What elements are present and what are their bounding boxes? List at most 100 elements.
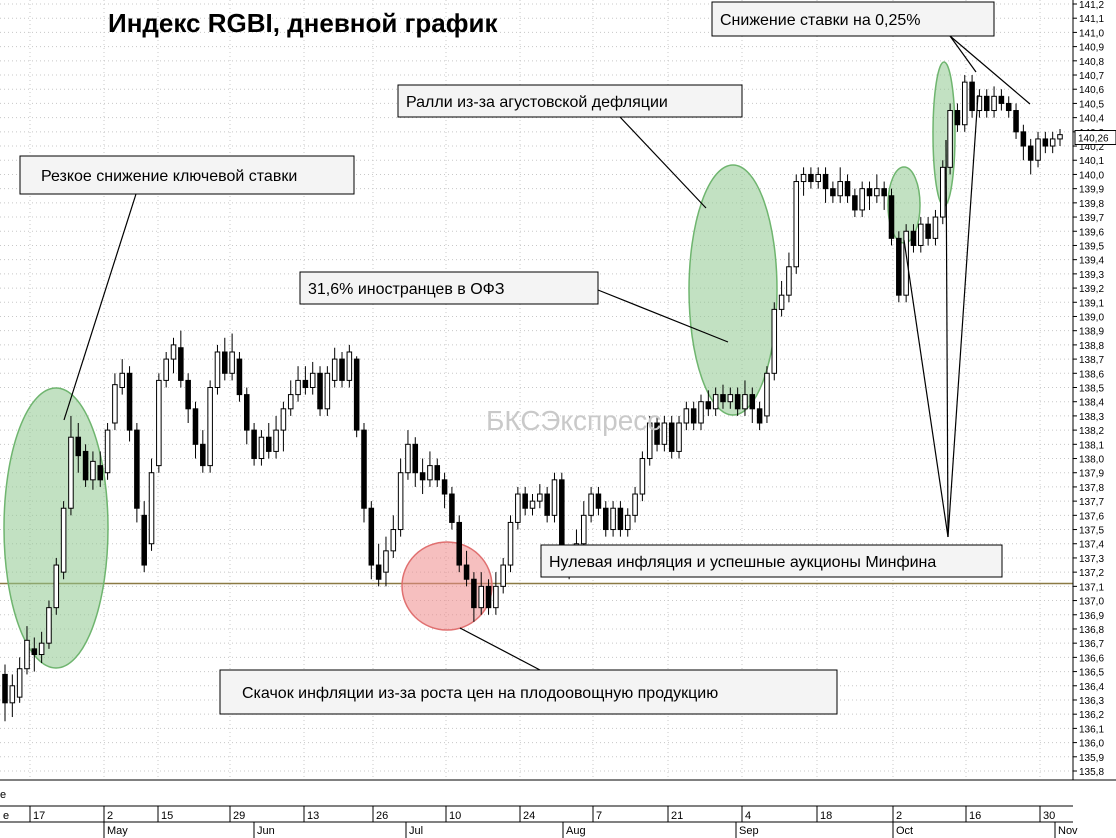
candle-body [441, 479, 448, 495]
candle-body [742, 394, 748, 410]
annotation-leaders [63, 35, 1031, 671]
candle-body [727, 394, 734, 403]
candle-body [265, 436, 272, 452]
candle-body [126, 372, 133, 431]
candle-body [192, 408, 199, 445]
candle-body [75, 436, 82, 457]
candle-body [368, 507, 375, 566]
y-tick-label: 136,0 [1079, 739, 1104, 750]
candle-body [412, 443, 419, 474]
candle-body [749, 394, 756, 410]
y-tick-label: 140,4 [1079, 114, 1104, 125]
annotation-leader [597, 289, 729, 343]
candle-body [16, 668, 23, 698]
x-tick-label: 4 [745, 810, 751, 822]
y-axis: 141,2 141,1 141,0 140,9 140,8 140,7 140,6 140,5… [1072, 0, 1116, 780]
candle-body [537, 493, 543, 502]
y-tick-label: 137,8 [1079, 483, 1104, 494]
y-tick-label: 138,7 [1079, 355, 1104, 366]
y-tick-label: 137,9 [1079, 469, 1104, 480]
candle-body [866, 188, 873, 197]
y-tick-label: 139,2 [1079, 284, 1104, 295]
candle-body [903, 230, 909, 296]
y-tick-label: 136,1 [1079, 724, 1104, 735]
candle-body [646, 422, 653, 460]
candle-body [830, 188, 836, 197]
x-tick-label: 26 [376, 810, 388, 822]
x-tick-label: 24 [523, 810, 535, 822]
candle-body [236, 358, 243, 396]
last-price-box [1074, 130, 1116, 146]
candle-body [112, 384, 118, 424]
annotation-label: 31,6% иностранцев в ОФЗ [308, 281, 505, 298]
candle-body [375, 564, 382, 580]
candle-body [280, 408, 287, 431]
candle-body [419, 472, 426, 481]
y-tick-label: 139,8 [1079, 199, 1104, 210]
candle-body [1027, 145, 1034, 161]
y-tick-label: 138,0 [1079, 455, 1104, 466]
candle-body [287, 394, 294, 410]
candle-body [390, 529, 397, 552]
candle-body [24, 639, 30, 670]
candle-body [200, 443, 206, 467]
month-label: Jun [257, 825, 275, 837]
x-tick-label: 15 [161, 810, 173, 822]
annotation-label: Резкое снижение ключевой ставки [41, 168, 297, 185]
y-tick-label: 136,8 [1079, 625, 1104, 636]
candle-body [624, 514, 631, 531]
y-tick-label: 140,2 [1079, 142, 1104, 153]
annotation-box [219, 669, 838, 715]
candle-body [302, 379, 309, 389]
x-tick-label: 18 [820, 810, 832, 822]
y-tick-label: 139,1 [1079, 298, 1104, 309]
candle-body [170, 344, 177, 360]
candle-body [456, 521, 463, 566]
x-axis-edge-label: e [0, 789, 6, 801]
candle-body [983, 95, 990, 112]
x-tick-label: 21 [671, 810, 683, 822]
candle-body [309, 372, 316, 388]
candle-body [786, 266, 792, 296]
candle-body [961, 81, 968, 126]
candle-body [954, 110, 961, 126]
candle-body [478, 585, 484, 609]
candle-body [969, 81, 975, 112]
y-tick-label: 139,4 [1079, 256, 1104, 267]
y-tick-label: 137,7 [1079, 497, 1104, 508]
candle-body [859, 188, 865, 211]
candle-body [852, 195, 858, 211]
candle-body [493, 585, 499, 609]
y-tick-label: 138,4 [1079, 398, 1104, 409]
annotation-label: Снижение ставки на 0,25% [720, 12, 921, 29]
watermark: БКСЭкспресс [486, 405, 661, 436]
candle-body [38, 642, 45, 656]
candle-body [778, 294, 785, 310]
candle-body [178, 347, 184, 381]
y-tick-label: 136,5 [1079, 668, 1104, 679]
candle-body [346, 351, 353, 381]
y-tick-label: 136,2 [1079, 710, 1104, 721]
candle-body [925, 223, 931, 239]
candle-body [734, 394, 741, 410]
y-tick-label: 138,5 [1079, 384, 1104, 395]
month-label: Sep [739, 825, 759, 837]
candle-body [602, 507, 609, 531]
candle-body [258, 436, 265, 460]
candle-body [998, 95, 1005, 104]
candle-body [229, 351, 235, 374]
candle-body [361, 429, 367, 509]
y-tick-label: 138,6 [1079, 369, 1104, 380]
candle-body [610, 507, 616, 531]
candle-body [940, 166, 946, 218]
y-tick-label: 139,5 [1079, 241, 1104, 252]
candle-body [683, 408, 690, 424]
annotation-box [397, 84, 743, 118]
candle-body [698, 401, 704, 424]
x-axis-background [0, 780, 1116, 838]
candle-body [222, 351, 228, 374]
y-tick-label: 136,6 [1079, 653, 1104, 664]
candle-body [822, 173, 829, 190]
y-tick-label: 141,0 [1079, 28, 1104, 39]
x-tick-label: 2 [107, 810, 113, 822]
